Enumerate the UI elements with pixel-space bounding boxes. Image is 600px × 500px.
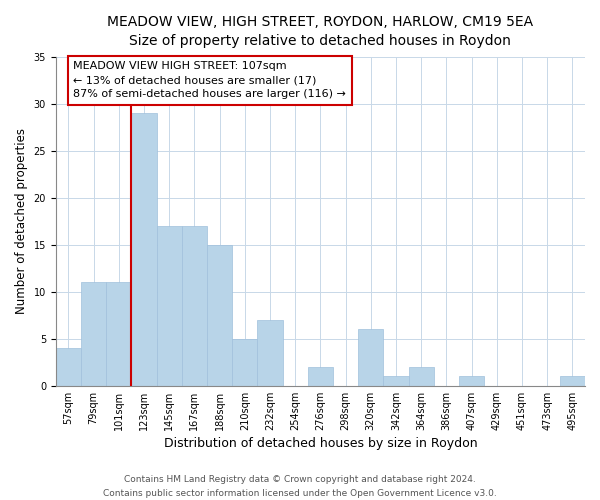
Y-axis label: Number of detached properties: Number of detached properties: [15, 128, 28, 314]
Bar: [106, 282, 131, 386]
Bar: [207, 244, 232, 386]
Bar: [459, 376, 484, 386]
Bar: [409, 367, 434, 386]
Title: MEADOW VIEW, HIGH STREET, ROYDON, HARLOW, CM19 5EA
Size of property relative to : MEADOW VIEW, HIGH STREET, ROYDON, HARLOW…: [107, 15, 533, 48]
Bar: [560, 376, 585, 386]
Bar: [157, 226, 182, 386]
Text: MEADOW VIEW HIGH STREET: 107sqm
← 13% of detached houses are smaller (17)
87% of: MEADOW VIEW HIGH STREET: 107sqm ← 13% of…: [73, 62, 346, 100]
Bar: [308, 367, 333, 386]
Bar: [81, 282, 106, 386]
Bar: [131, 113, 157, 386]
Bar: [358, 330, 383, 386]
X-axis label: Distribution of detached houses by size in Roydon: Distribution of detached houses by size …: [164, 437, 477, 450]
Bar: [232, 339, 257, 386]
Bar: [383, 376, 409, 386]
Text: Contains HM Land Registry data © Crown copyright and database right 2024.
Contai: Contains HM Land Registry data © Crown c…: [103, 476, 497, 498]
Bar: [182, 226, 207, 386]
Bar: [56, 348, 81, 386]
Bar: [257, 320, 283, 386]
